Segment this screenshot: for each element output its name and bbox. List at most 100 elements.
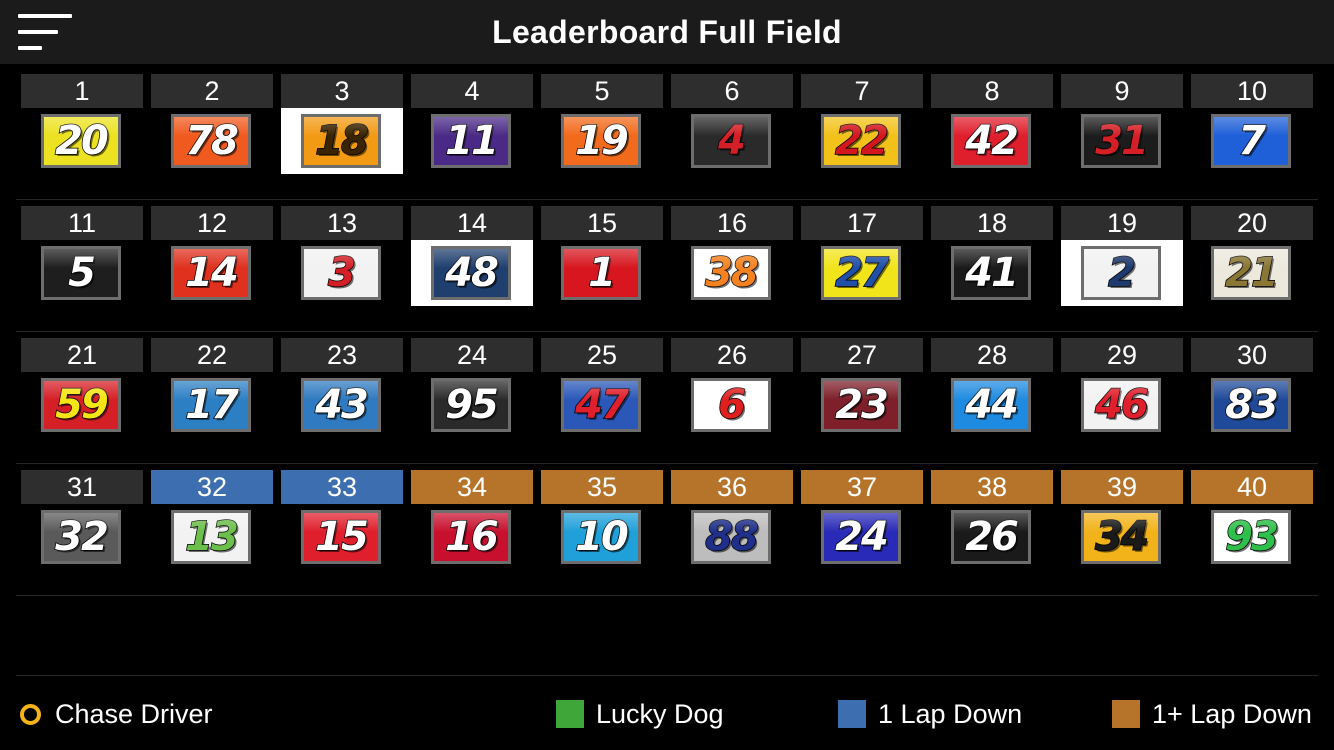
position-label: 25 [541,338,663,372]
car-number-plate: 41 [951,246,1031,300]
page-title: Leaderboard Full Field [492,14,842,50]
car-number-plate: 7 [1211,114,1291,168]
position-label: 21 [21,338,143,372]
car-number: 2 [1107,250,1136,296]
car-cell[interactable]: 36 88 [671,470,793,570]
car-cell[interactable]: 11 5 [21,206,143,306]
position-label: 27 [801,338,923,372]
car-cell[interactable]: 21 59 [21,338,143,438]
laps-down-swatch [1112,700,1140,728]
car-number: 16 [444,514,499,560]
position-label: 14 [411,206,533,240]
car-cell[interactable]: 16 38 [671,206,793,306]
car-number: 19 [574,118,629,164]
leaderboard-grid: 1 20 2 78 3 18 4 11 5 19 6 4 7 22 8 42 9 31 10 7 11 5 12 14 13 3 1… [16,68,1318,596]
car-cell[interactable]: 2 78 [151,74,273,174]
car-cell[interactable]: 18 41 [931,206,1053,306]
car-cell[interactable]: 27 23 [801,338,923,438]
car-number-plate: 6 [691,378,771,432]
lucky-dog-swatch [556,700,584,728]
car-number: 18 [314,118,369,164]
position-label: 6 [671,74,793,108]
position-label: 32 [151,470,273,504]
car-number: 23 [834,382,889,428]
car-cell[interactable]: 37 24 [801,470,923,570]
car-cell[interactable]: 10 7 [1191,74,1313,174]
car-cell[interactable]: 4 11 [411,74,533,174]
car-cell[interactable]: 32 13 [151,470,273,570]
car-cell[interactable]: 29 46 [1061,338,1183,438]
car-cell[interactable]: 3 18 [281,74,403,174]
car-number-plate: 13 [171,510,251,564]
car-cell[interactable]: 1 20 [21,74,143,174]
position-label: 1 [21,74,143,108]
car-number-plate: 27 [821,246,901,300]
car-number-plate: 88 [691,510,771,564]
car-number-plate: 11 [431,114,511,168]
car-cell[interactable]: 19 2 [1061,206,1183,306]
car-number: 5 [67,250,96,296]
car-number-plate: 42 [951,114,1031,168]
car-cell[interactable]: 23 43 [281,338,403,438]
car-number-plate: 20 [41,114,121,168]
position-label: 36 [671,470,793,504]
car-number: 15 [314,514,369,560]
position-label: 15 [541,206,663,240]
car-cell[interactable]: 20 21 [1191,206,1313,306]
position-label: 26 [671,338,793,372]
car-cell[interactable]: 14 48 [411,206,533,306]
car-number-plate: 26 [951,510,1031,564]
position-label: 31 [21,470,143,504]
car-cell[interactable]: 33 15 [281,470,403,570]
car-cell[interactable]: 24 95 [411,338,533,438]
car-cell[interactable]: 40 93 [1191,470,1313,570]
car-cell[interactable]: 30 83 [1191,338,1313,438]
car-number-plate: 10 [561,510,641,564]
car-cell[interactable]: 15 1 [541,206,663,306]
car-cell[interactable]: 25 47 [541,338,663,438]
car-cell[interactable]: 31 32 [21,470,143,570]
car-number: 59 [54,382,109,428]
car-number: 83 [1224,382,1279,428]
car-cell[interactable]: 7 22 [801,74,923,174]
car-cell[interactable]: 8 42 [931,74,1053,174]
car-number: 41 [964,250,1019,296]
car-cell[interactable]: 38 26 [931,470,1053,570]
car-cell[interactable]: 5 19 [541,74,663,174]
car-number: 20 [54,118,109,164]
legend-lapplus-label: 1+ Lap Down [1152,698,1312,729]
car-cell[interactable]: 12 14 [151,206,273,306]
car-cell[interactable]: 13 3 [281,206,403,306]
car-number-plate: 44 [951,378,1031,432]
position-label: 11 [21,206,143,240]
car-number: 10 [574,514,629,560]
car-cell[interactable]: 26 6 [671,338,793,438]
car-cell[interactable]: 9 31 [1061,74,1183,174]
car-number: 43 [314,382,369,428]
car-number-plate: 3 [301,246,381,300]
leaderboard-row: 21 59 22 17 23 43 24 95 25 47 26 6 27 23 28 44 29 46 30 83 [16,332,1318,464]
car-number: 4 [717,118,746,164]
car-number: 34 [1094,514,1149,560]
car-cell[interactable]: 28 44 [931,338,1053,438]
car-number-plate: 16 [431,510,511,564]
position-label: 17 [801,206,923,240]
car-cell[interactable]: 17 27 [801,206,923,306]
car-cell[interactable]: 39 34 [1061,470,1183,570]
position-label: 37 [801,470,923,504]
car-number: 47 [574,382,629,428]
leaderboard-row: 11 5 12 14 13 3 14 48 15 1 16 38 17 27 18 41 19 2 20 21 [16,200,1318,332]
car-cell[interactable]: 34 16 [411,470,533,570]
position-label: 20 [1191,206,1313,240]
car-cell[interactable]: 35 10 [541,470,663,570]
car-number: 22 [834,118,889,164]
position-label: 16 [671,206,793,240]
car-number-plate: 22 [821,114,901,168]
hamburger-menu-icon[interactable] [18,14,74,50]
leaderboard-row: 1 20 2 78 3 18 4 11 5 19 6 4 7 22 8 42 9 31 10 7 [16,68,1318,200]
car-cell[interactable]: 22 17 [151,338,273,438]
car-number: 46 [1094,382,1149,428]
car-number: 44 [964,382,1019,428]
car-number: 13 [184,514,239,560]
